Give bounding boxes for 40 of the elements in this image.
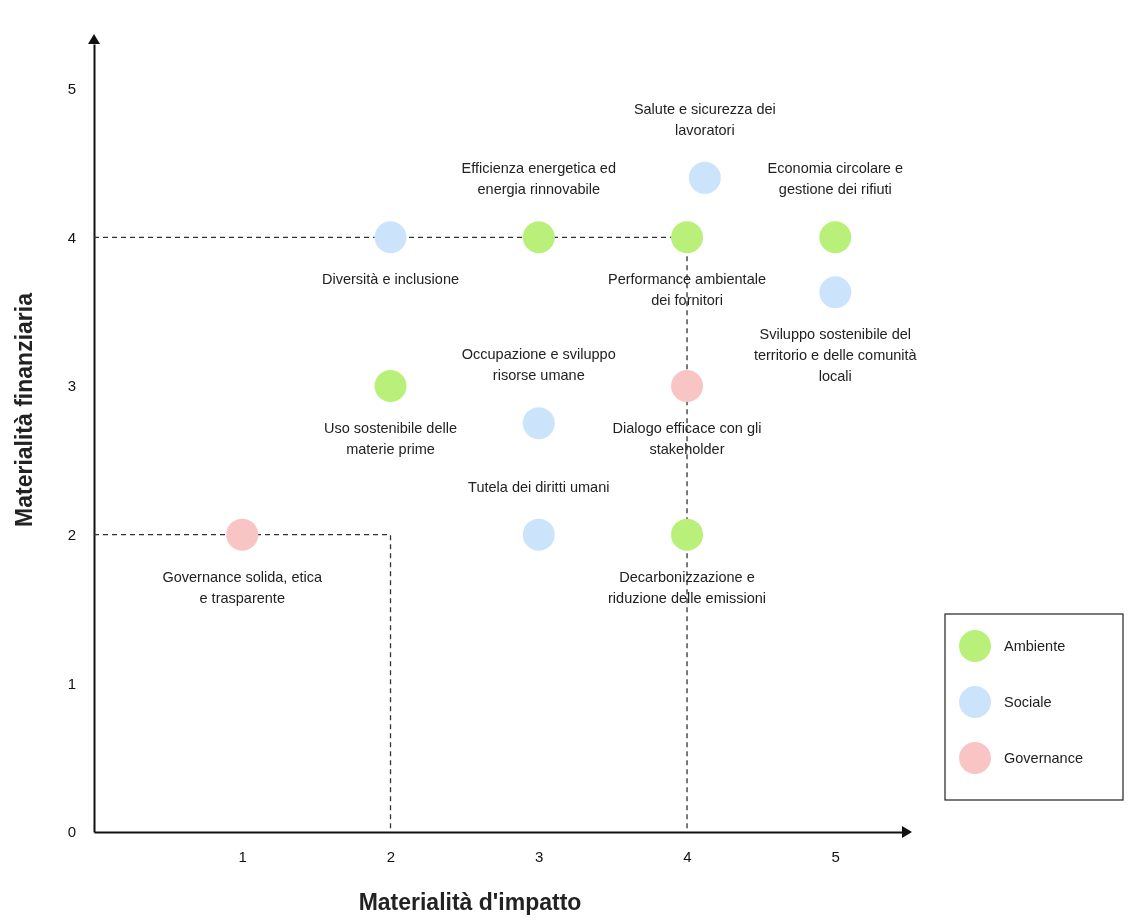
y-tick-label: 4 [67, 228, 76, 246]
annotation: Decarbonizzazione e riduzione delle emissioni [608, 568, 767, 606]
x-tick-label: 3 [535, 847, 544, 865]
point [522, 518, 555, 551]
x-tick-label: 2 [386, 847, 396, 865]
point [819, 221, 852, 254]
point [374, 369, 407, 402]
annotation: Efficienza energetica ed energia rinnovabile [461, 160, 617, 198]
y-axis-title: Materialità finanziaria [11, 292, 37, 527]
point [522, 221, 555, 254]
point [671, 518, 704, 551]
annotation: Uso sostenibile delle materie prime [324, 419, 458, 457]
annotation: Performance ambientale dei fornitori [608, 271, 767, 309]
x-tick-label: 5 [831, 847, 840, 865]
annotation: Occupazione e sviluppo risorse umane [461, 346, 616, 384]
annotation: Governance solida, etica e trasparente [162, 568, 323, 606]
annotation: Dialogo efficace con gli stakeholder [612, 419, 762, 457]
annotation: Salute e sicurezza dei lavoratori [633, 100, 776, 138]
x-tick-label: 1 [238, 847, 247, 865]
y-tick-label: 1 [67, 674, 76, 692]
point [688, 161, 721, 194]
point [374, 221, 407, 254]
y-tick-label: 2 [67, 525, 76, 543]
annotation: Sviluppo sostenibile del territorio e delle comunità locali [753, 326, 918, 385]
point [819, 276, 852, 309]
x-axis-title: Materialità d'impatto [358, 889, 582, 915]
y-tick-label: 3 [67, 377, 76, 395]
point [671, 369, 704, 402]
annotation: Tutela dei diritti umani [468, 478, 610, 495]
y-tick-label: 0 [67, 823, 76, 841]
point [226, 518, 259, 551]
point [522, 407, 555, 440]
y-tick-label: 5 [67, 79, 76, 97]
legend-label: Sociale [1004, 694, 1052, 710]
annotation: Diversità e inclusione [322, 271, 460, 288]
annotation: Economia circolare e gestione dei rifiuti [767, 160, 903, 198]
x-tick-label: 4 [683, 847, 692, 865]
legend-label: Ambiente [1004, 638, 1066, 654]
legend-label: Governance [1004, 750, 1083, 766]
point [671, 221, 704, 254]
